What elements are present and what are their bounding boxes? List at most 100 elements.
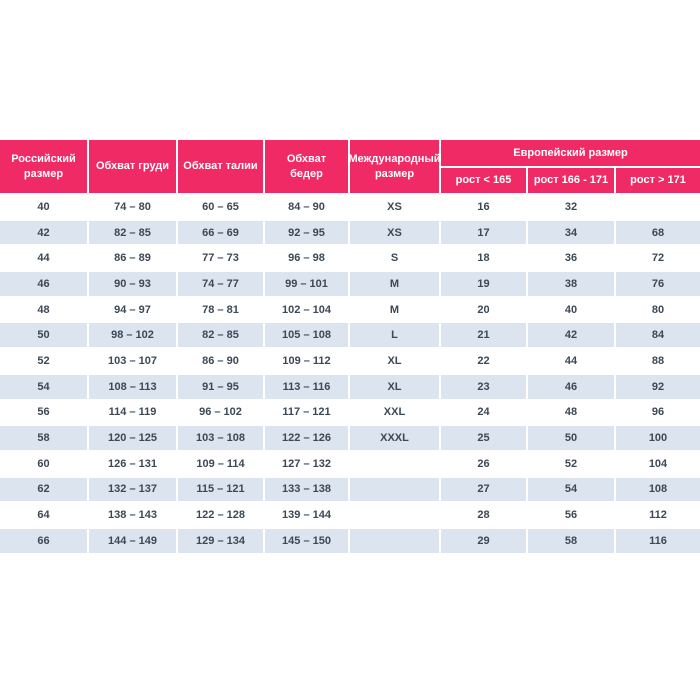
table-cell: 29 <box>441 528 526 553</box>
table-cell: 16 <box>441 195 526 219</box>
table-cell: 66 – 69 <box>178 220 263 245</box>
table-cell: 74 – 80 <box>89 195 176 219</box>
table-cell: 78 – 81 <box>178 297 263 322</box>
table-cell: 34 <box>528 220 614 245</box>
table-cell <box>350 477 439 502</box>
table-cell: XXXL <box>350 426 439 450</box>
table-cell: 21 <box>441 323 526 348</box>
table-cell: 84 <box>616 323 700 348</box>
table-cell: 122 – 126 <box>265 426 348 450</box>
table-cell: 42 <box>528 323 614 348</box>
table-cell: 86 – 90 <box>178 349 263 373</box>
table-cell: 88 <box>616 349 700 373</box>
table-cell: XL <box>350 349 439 373</box>
table-cell: 112 <box>616 503 700 527</box>
table-cell: 103 – 107 <box>89 349 176 373</box>
table-cell: 36 <box>528 246 614 271</box>
table-cell: 139 – 144 <box>265 503 348 527</box>
table-cell: XXL <box>350 400 439 425</box>
table-cell: M <box>350 297 439 322</box>
table-cell: 54 <box>0 374 87 399</box>
table-cell: 22 <box>441 349 526 373</box>
column-header-international-size: Международный размер <box>349 140 441 193</box>
table-cell: 86 – 89 <box>89 246 176 271</box>
table-cell: 44 <box>528 349 614 373</box>
table-cell: 103 – 108 <box>178 426 263 450</box>
table-cell: 99 – 101 <box>265 272 348 296</box>
table-cell: S <box>350 246 439 271</box>
column-group-header-european-size: Европейский размер <box>441 140 700 166</box>
table-cell: 32 <box>528 195 614 219</box>
table-cell: 72 <box>616 246 700 271</box>
table-cell: 58 <box>0 426 87 450</box>
table-cell: 126 – 131 <box>89 451 176 476</box>
table-cell: 77 – 73 <box>178 246 263 271</box>
column-header-hips: Обхват бедер <box>265 140 348 193</box>
table-cell: 56 <box>528 503 614 527</box>
table-cell: 46 <box>0 272 87 296</box>
table-cell <box>616 195 700 219</box>
table-cell: 102 – 104 <box>265 297 348 322</box>
table-cell: 38 <box>528 272 614 296</box>
column-header-waist: Обхват талии <box>178 140 263 193</box>
table-cell: 52 <box>528 451 614 476</box>
table-cell: 92 – 95 <box>265 220 348 245</box>
table-cell: XS <box>350 220 439 245</box>
table-cell: 144 – 149 <box>89 528 176 553</box>
table-cell: 122 – 128 <box>178 503 263 527</box>
table-cell: 117 – 121 <box>265 400 348 425</box>
table-cell: 92 <box>616 374 700 399</box>
table-cell: 28 <box>441 503 526 527</box>
table-cell: 56 <box>0 400 87 425</box>
table-cell: 133 – 138 <box>265 477 348 502</box>
table-cell: 23 <box>441 374 526 399</box>
table-cell: 109 – 112 <box>265 349 348 373</box>
table-cell: 17 <box>441 220 526 245</box>
table-cell: 116 <box>616 528 700 553</box>
table-cell: 24 <box>441 400 526 425</box>
table-cell: 82 – 85 <box>89 220 176 245</box>
table-cell <box>350 451 439 476</box>
table-cell: 48 <box>0 297 87 322</box>
table-cell: 60 <box>0 451 87 476</box>
column-header-chest: Обхват груди <box>89 140 176 193</box>
table-cell <box>350 528 439 553</box>
table-cell: 96 – 102 <box>178 400 263 425</box>
column-header-russian-size: Российский размер <box>0 140 87 193</box>
table-cell: 145 – 150 <box>265 528 348 553</box>
table-cell: 68 <box>616 220 700 245</box>
column-subheader-height-over-171: рост > 171 <box>616 168 700 193</box>
table-cell: 27 <box>441 477 526 502</box>
table-cell: 64 <box>0 503 87 527</box>
table-cell: 50 <box>0 323 87 348</box>
table-cell: 60 – 65 <box>178 195 263 219</box>
table-cell: L <box>350 323 439 348</box>
table-cell: 80 <box>616 297 700 322</box>
table-cell: 105 – 108 <box>265 323 348 348</box>
table-cell: 20 <box>441 297 526 322</box>
table-cell: 52 <box>0 349 87 373</box>
column-subheader-height-166-171: рост 166 - 171 <box>528 168 614 193</box>
table-cell: 91 – 95 <box>178 374 263 399</box>
table-cell: 42 <box>0 220 87 245</box>
table-cell: 108 – 113 <box>89 374 176 399</box>
table-cell: 58 <box>528 528 614 553</box>
table-cell: 129 – 134 <box>178 528 263 553</box>
table-cell: 113 – 116 <box>265 374 348 399</box>
table-cell: 94 – 97 <box>89 297 176 322</box>
table-cell: 115 – 121 <box>178 477 263 502</box>
table-cell: XS <box>350 195 439 219</box>
table-cell: 48 <box>528 400 614 425</box>
table-cell: 44 <box>0 246 87 271</box>
table-cell: 84 – 90 <box>265 195 348 219</box>
table-cell: 62 <box>0 477 87 502</box>
table-cell: 108 <box>616 477 700 502</box>
table-cell: 46 <box>528 374 614 399</box>
table-cell: 138 – 143 <box>89 503 176 527</box>
table-cell: 66 <box>0 528 87 553</box>
table-cell: 40 <box>528 297 614 322</box>
table-cell: 18 <box>441 246 526 271</box>
table-cell: 90 – 93 <box>89 272 176 296</box>
table-cell: 82 – 85 <box>178 323 263 348</box>
